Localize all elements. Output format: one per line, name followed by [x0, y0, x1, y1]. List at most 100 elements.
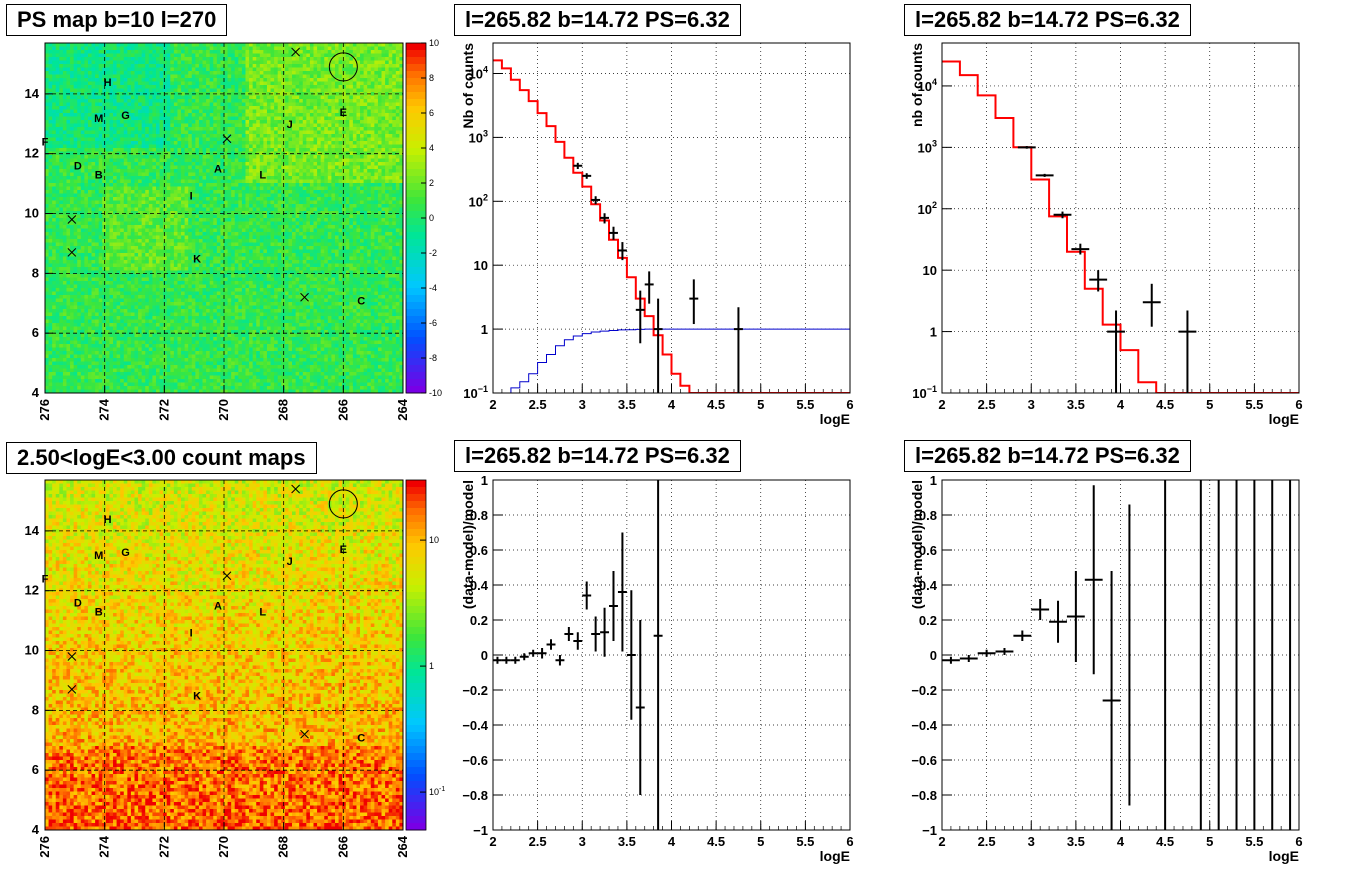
- heatmap-cell: [134, 43, 139, 47]
- heatmap-cell: [177, 50, 182, 54]
- heatmap-cell: [134, 176, 139, 180]
- heatmap-cell: [206, 46, 211, 51]
- heatmap-cell: [213, 207, 218, 212]
- heatmap-cell: [188, 60, 193, 65]
- heatmap-cell: [80, 67, 85, 72]
- heatmap-cell: [313, 60, 318, 65]
- heatmap-cell: [399, 109, 404, 114]
- heatmap-cell: [317, 88, 322, 93]
- heatmap-cell: [109, 204, 114, 208]
- heatmap-cell: [130, 64, 135, 68]
- heatmap-cell: [392, 127, 397, 131]
- heatmap-cell: [381, 109, 386, 114]
- heatmap-cell: [77, 116, 82, 121]
- heatmap-cell: [231, 151, 236, 156]
- heatmap-cell: [288, 211, 293, 215]
- heatmap-cell: [374, 197, 379, 201]
- heatmap-cell: [206, 200, 211, 205]
- heatmap-cell: [113, 179, 117, 184]
- heatmap-cell: [274, 99, 279, 103]
- heatmap-cell: [356, 88, 361, 93]
- heatmap-cell: [123, 88, 128, 93]
- heatmap-cell: [224, 64, 228, 68]
- heatmap-cell: [245, 137, 250, 142]
- heatmap-cell: [363, 151, 368, 156]
- heatmap-cell: [252, 109, 257, 114]
- heatmap-cell: [70, 130, 75, 135]
- heatmap-cell: [52, 193, 57, 198]
- heatmap-cell: [123, 214, 128, 219]
- heatmap-cell: [334, 67, 339, 72]
- heatmap-cell: [145, 137, 150, 142]
- heatmap-cell: [52, 95, 57, 100]
- heatmap-cell: [116, 113, 121, 117]
- heatmap-cell: [127, 165, 132, 170]
- heatmap-cell: [334, 64, 339, 68]
- heatmap-cell: [191, 134, 196, 138]
- heatmap-cell: [77, 148, 82, 152]
- heatmap-cell: [170, 200, 175, 205]
- heatmap-cell: [170, 207, 175, 212]
- heatmap-cell: [73, 137, 78, 142]
- heatmap-cell: [299, 102, 304, 107]
- heatmap-cell: [220, 53, 225, 58]
- heatmap-cell: [173, 183, 178, 187]
- heatmap-cell: [385, 200, 390, 205]
- heatmap-cell: [385, 67, 390, 72]
- heatmap-cell: [277, 179, 282, 184]
- heatmap-cell: [385, 176, 390, 180]
- heatmap-cell: [138, 43, 143, 47]
- heatmap-cell: [173, 46, 178, 51]
- heatmap-cell: [59, 113, 64, 117]
- heatmap-cell: [163, 130, 168, 135]
- heatmap-cell: [91, 71, 96, 75]
- heatmap-cell: [238, 148, 243, 152]
- heatmap-cell: [342, 127, 347, 131]
- heatmap-cell: [213, 162, 218, 166]
- heatmap-cell: [188, 162, 193, 166]
- heatmap-cell: [127, 148, 132, 152]
- heatmap-cell: [302, 207, 307, 212]
- heatmap-cell: [245, 92, 250, 96]
- heatmap-cell: [48, 207, 53, 212]
- heatmap-cell: [77, 144, 82, 149]
- heatmap-cell: [399, 193, 404, 198]
- heatmap-cell: [148, 130, 153, 135]
- heatmap-cell: [109, 99, 114, 103]
- heatmap-cell: [52, 190, 57, 194]
- heatmap-cell: [77, 102, 82, 107]
- heatmap-cell: [224, 53, 228, 58]
- heatmap-cell: [399, 102, 404, 107]
- heatmap-cell: [84, 99, 89, 103]
- heatmap-cell: [138, 204, 143, 208]
- heatmap-cell: [220, 190, 225, 194]
- heatmap-cell: [231, 102, 236, 107]
- heatmap-cell: [113, 120, 117, 124]
- heatmap-cell: [98, 144, 103, 149]
- heatmap-cell: [220, 102, 225, 107]
- heatmap-cell: [120, 190, 125, 194]
- heatmap-cell: [231, 137, 236, 142]
- heatmap-cell: [324, 102, 329, 107]
- heatmap-cell: [191, 137, 196, 142]
- heatmap-cell: [367, 179, 372, 184]
- heatmap-cell: [320, 193, 325, 198]
- heatmap-cell: [342, 53, 347, 58]
- heatmap-cell: [184, 78, 189, 82]
- heatmap-cell: [392, 95, 397, 100]
- heatmap-cell: [259, 81, 264, 86]
- heatmap-cell: [238, 53, 243, 58]
- heatmap-cell: [206, 204, 211, 208]
- heatmap-cell: [45, 137, 49, 142]
- heatmap-cell: [313, 200, 318, 205]
- heatmap-cell: [249, 204, 254, 208]
- heatmap-cell: [181, 50, 186, 54]
- heatmap-cell: [134, 193, 139, 198]
- heatmap-cell: [181, 179, 186, 184]
- heatmap-cell: [127, 169, 132, 173]
- heatmap-cell: [327, 43, 332, 47]
- heatmap-cell: [209, 179, 214, 184]
- heatmap-cell: [141, 207, 146, 212]
- heatmap-cell: [148, 123, 153, 128]
- heatmap-cell: [59, 179, 64, 184]
